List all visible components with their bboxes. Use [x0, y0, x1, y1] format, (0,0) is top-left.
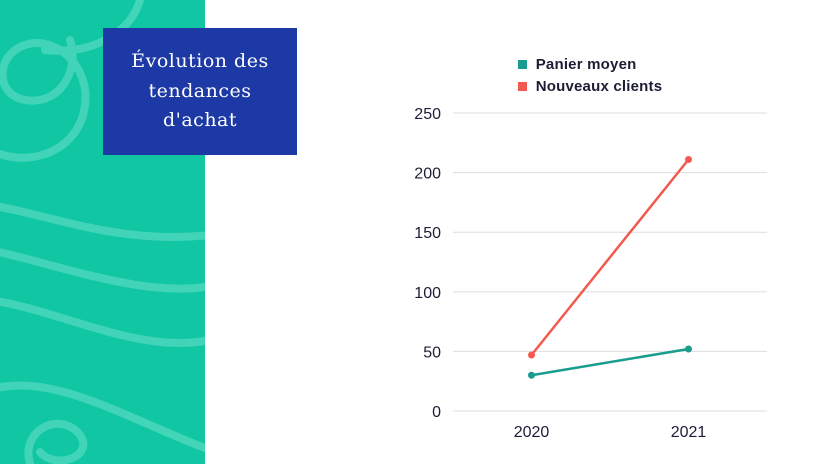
y-axis-tick-label: 150: [414, 225, 441, 242]
y-axis-tick-label: 250: [414, 106, 441, 123]
chart-legend: Panier moyen Nouveaux clients: [517, 54, 663, 97]
y-axis-tick-label: 100: [414, 285, 441, 302]
y-axis-tick-label: 0: [432, 404, 441, 421]
y-axis-tick-label: 200: [414, 166, 441, 183]
slide-title: Évolution des tendances d'achat: [131, 50, 269, 132]
y-axis-tick-label: 50: [423, 344, 441, 361]
legend-swatch-icon: [517, 82, 527, 91]
data-point: [528, 351, 535, 359]
title-card: Évolution des tendances d'achat: [103, 28, 297, 155]
data-point: [685, 155, 692, 163]
line-chart: 0 50 100 150 200 250 2020 2021: [414, 106, 767, 441]
legend-label: Panier moyen: [535, 56, 637, 73]
x-axis-tick-label: 2021: [671, 424, 707, 441]
data-point: [528, 371, 535, 379]
x-axis-tick-label: 2020: [514, 424, 550, 441]
series-line: [530, 158, 690, 357]
chart-area: Panier moyen Nouveaux clients 0 50 100 150 20…: [405, 54, 775, 446]
legend-swatch-icon: [517, 60, 527, 69]
legend-item: Panier moyen: [517, 54, 663, 75]
series-line: [530, 347, 690, 377]
legend-item: Nouveaux clients: [517, 76, 663, 97]
legend-label: Nouveaux clients: [535, 78, 663, 95]
data-point: [685, 345, 692, 353]
